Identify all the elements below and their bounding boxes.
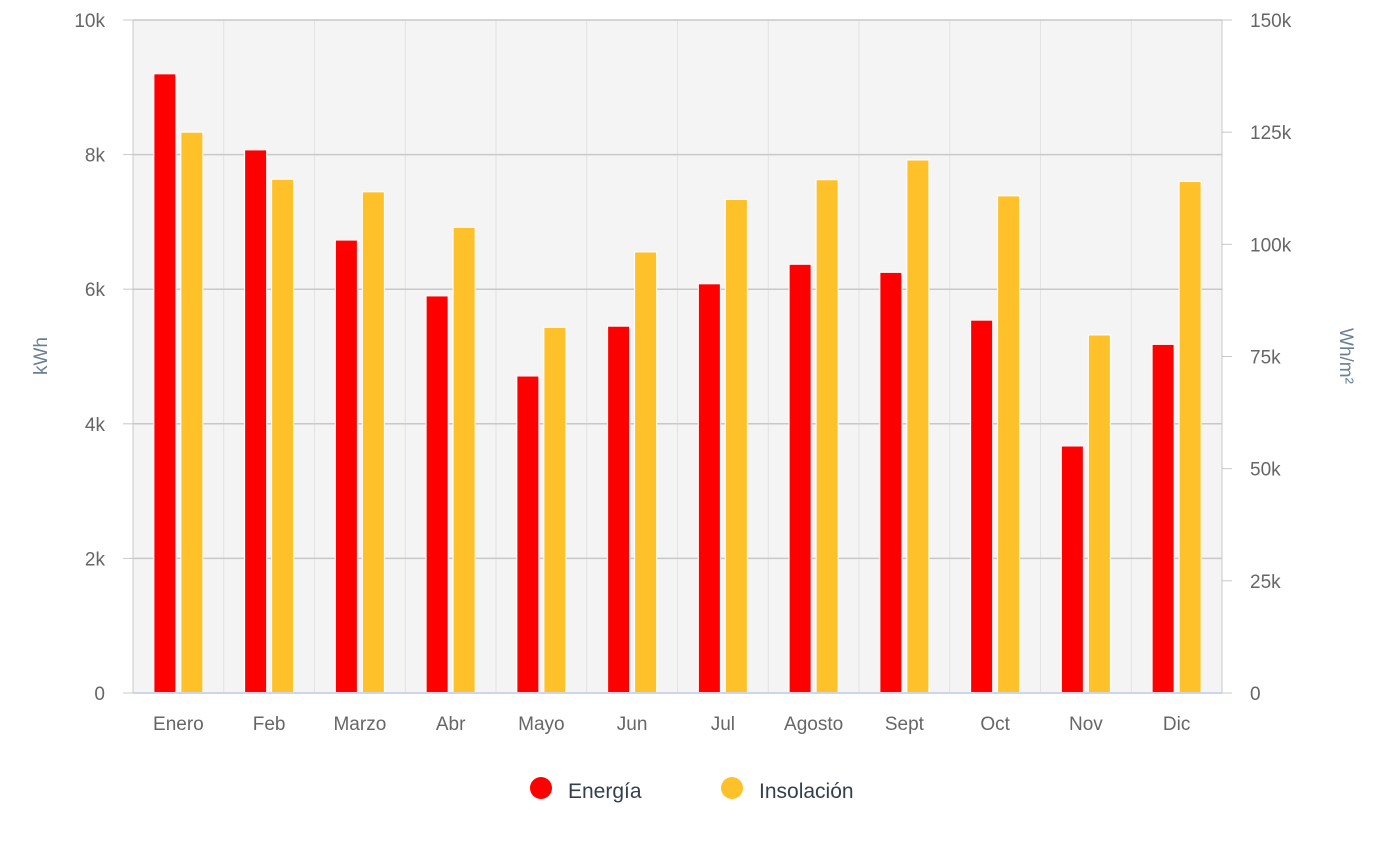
legend-marker-energia: [530, 777, 552, 799]
x-axis-ticks: Enero Feb Marzo Abr Mayo Jun Jul Agosto Sept Oct N…: [153, 714, 1190, 735]
bar-insolacion-agosto[interactable]: [815, 179, 839, 694]
legend-item-insolacion[interactable]: Insolación: [721, 777, 854, 803]
legend: Energía Insolación: [530, 777, 854, 803]
x-tick-label: Mayo: [518, 714, 564, 735]
x-tick-label: Nov: [1069, 714, 1103, 735]
bar-energia-marzo[interactable]: [334, 239, 358, 694]
left-tick-label: 8k: [85, 146, 106, 167]
left-tick-label: 4k: [85, 415, 106, 436]
x-tick-label: Dic: [1163, 714, 1190, 735]
bar-energia-enero[interactable]: [153, 73, 177, 694]
x-tick-label: Agosto: [784, 714, 843, 735]
legend-item-energia[interactable]: Energía: [530, 777, 642, 803]
bar-energia-mayo[interactable]: [516, 375, 540, 694]
bar-energia-jul[interactable]: [697, 283, 721, 694]
bar-insolacion-sept[interactable]: [906, 159, 930, 694]
bar-insolacion-nov[interactable]: [1087, 334, 1111, 694]
bar-insolacion-jul[interactable]: [724, 198, 748, 694]
bar-energia-agosto[interactable]: [788, 263, 812, 694]
x-tick-label: Abr: [436, 714, 466, 735]
left-axis-title: kWh: [31, 337, 52, 375]
bar-energia-sept[interactable]: [879, 271, 903, 694]
right-tick-label: 100k: [1250, 235, 1292, 256]
right-tick-label: 50k: [1250, 460, 1281, 481]
legend-label-energia: Energía: [568, 780, 642, 803]
x-tick-label: Marzo: [333, 714, 386, 735]
x-tick-label: Jun: [617, 714, 648, 735]
left-tick-label: 6k: [85, 280, 106, 301]
x-tick-label: Jul: [711, 714, 735, 735]
x-tick-label: Enero: [153, 714, 204, 735]
bar-energia-oct[interactable]: [970, 319, 994, 694]
bar-energia-nov[interactable]: [1060, 445, 1084, 694]
x-tick-label: Sept: [885, 714, 925, 735]
right-axis-ticks: 0 25k 50k 75k 100k 125k 150k: [1222, 11, 1292, 705]
right-tick-label: 0: [1250, 684, 1261, 705]
bar-insolacion-dic[interactable]: [1178, 181, 1202, 694]
bar-energia-abr[interactable]: [425, 295, 449, 694]
x-tick-label: Feb: [253, 714, 286, 735]
right-tick-label: 150k: [1250, 11, 1292, 32]
right-axis-title: Wh/m²: [1335, 328, 1356, 384]
right-tick-label: 125k: [1250, 123, 1292, 144]
bar-energia-jun[interactable]: [607, 325, 631, 694]
bar-energia-feb[interactable]: [244, 149, 268, 694]
vertical-grid: [223, 20, 1132, 693]
horizontal-grid: [133, 19, 1222, 560]
bar-insolacion-enero[interactable]: [180, 131, 204, 694]
bar-insolacion-feb[interactable]: [271, 178, 295, 694]
right-tick-label: 25k: [1250, 572, 1281, 593]
x-tick-label: Oct: [980, 714, 1010, 735]
left-tick-label: 10k: [74, 11, 105, 32]
bar-insolacion-oct[interactable]: [997, 195, 1021, 694]
bar-insolacion-abr[interactable]: [452, 226, 476, 694]
bars: [153, 73, 1202, 694]
left-tick-label: 2k: [85, 549, 106, 570]
bar-insolacion-mayo[interactable]: [543, 326, 567, 694]
legend-marker-insolacion: [721, 777, 743, 799]
bar-insolacion-jun[interactable]: [634, 251, 658, 694]
legend-label-insolacion: Insolación: [759, 780, 854, 803]
right-tick-label: 75k: [1250, 348, 1281, 369]
left-axis-ticks: 0 2k 4k 6k 8k 10k: [74, 11, 133, 705]
left-tick-label: 0: [94, 684, 105, 705]
bar-insolacion-marzo[interactable]: [361, 191, 385, 694]
bar-energia-dic[interactable]: [1151, 343, 1175, 694]
